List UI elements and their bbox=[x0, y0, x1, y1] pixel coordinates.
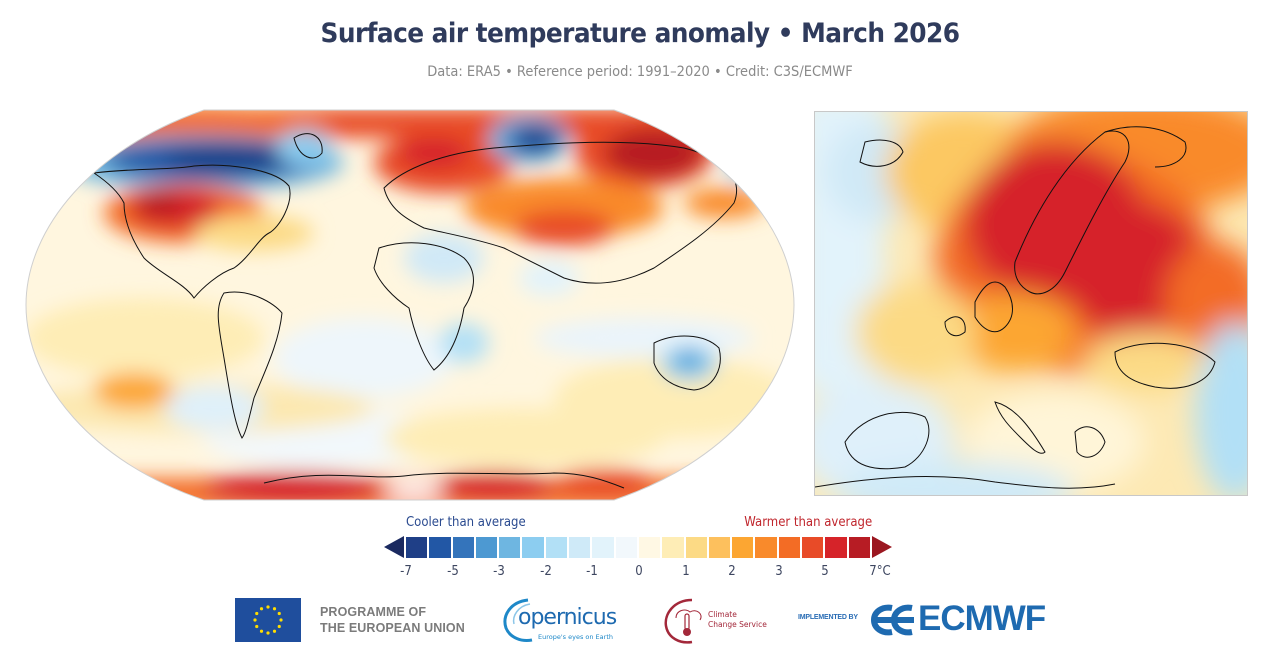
eu-programme-text: PROGRAMME OF THE EUROPEAN UNION bbox=[320, 604, 465, 636]
eu-text-line1: PROGRAMME OF bbox=[320, 605, 427, 619]
c3s-logo: Climate Change Service bbox=[662, 596, 772, 646]
eurasia-outline bbox=[383, 141, 737, 284]
legend-swatch bbox=[545, 536, 568, 558]
legend-swatch bbox=[452, 536, 474, 558]
anomaly-field bbox=[26, 110, 794, 500]
legend-swatch bbox=[662, 536, 684, 558]
eu-star-icon bbox=[277, 611, 281, 616]
legend-tick-label: 3 bbox=[775, 564, 783, 579]
legend-swatch bbox=[685, 536, 707, 558]
eu-star-icon bbox=[277, 624, 281, 629]
legend-cooler-label: Cooler than average bbox=[406, 515, 526, 530]
legend-arrow-left-icon bbox=[384, 536, 404, 558]
legend-swatch bbox=[475, 536, 498, 558]
world-map bbox=[24, 108, 796, 502]
legend-tick-label: -7 bbox=[400, 564, 412, 579]
eu-star-icon bbox=[266, 631, 270, 635]
north-america-outline bbox=[92, 164, 291, 299]
north-africa-outline bbox=[815, 476, 1116, 489]
legend-arrow-right-icon bbox=[871, 536, 892, 558]
legend-tick-label: 1 bbox=[681, 564, 690, 579]
logo-bar: PROGRAMME OF THE EUROPEAN UNION opernicu… bbox=[0, 594, 1280, 650]
ecmwf-waves-icon bbox=[870, 604, 914, 636]
legend-swatch bbox=[732, 536, 754, 558]
black-sea-outline bbox=[1114, 342, 1216, 389]
map-border bbox=[25, 109, 795, 501]
antarctica-outline bbox=[263, 472, 625, 489]
eu-star-icon bbox=[266, 605, 270, 609]
legend-warmer-label: Warmer than average bbox=[744, 515, 872, 530]
legend-colorbar bbox=[384, 536, 896, 558]
legend-tick-label: -1 bbox=[586, 564, 599, 579]
legend-swatch bbox=[592, 536, 614, 558]
c3s-text-line2: Change Service bbox=[708, 620, 767, 629]
legend-swatch bbox=[825, 536, 847, 558]
eu-star-icon bbox=[253, 618, 257, 622]
eu-star-icon bbox=[255, 624, 259, 629]
britain-outline bbox=[974, 281, 1013, 333]
legend-tick-label: 0 bbox=[635, 564, 643, 579]
copernicus-tagline: Europe's eyes on Earth bbox=[538, 633, 613, 641]
greenland-outline bbox=[293, 133, 323, 159]
australia-outline bbox=[653, 335, 721, 391]
legend-swatch bbox=[615, 536, 637, 558]
eu-flag-icon bbox=[235, 598, 301, 642]
legend-swatch bbox=[755, 536, 777, 558]
page-subtitle: Data: ERA5 • Reference period: 1991–2020… bbox=[427, 64, 853, 80]
color-legend: Cooler than average Warmer than average … bbox=[384, 512, 896, 582]
legend-tick-label: -5 bbox=[446, 564, 459, 579]
legend-swatch bbox=[499, 536, 521, 558]
c3s-thermometer-icon bbox=[664, 598, 702, 644]
c3s-text: Climate Change Service bbox=[708, 610, 767, 630]
europe-anomaly-field bbox=[815, 112, 1247, 495]
legend-swatch bbox=[848, 536, 870, 558]
ireland-outline bbox=[944, 316, 966, 337]
eu-star-icon bbox=[272, 629, 277, 633]
legend-tick-label: 7°C bbox=[869, 564, 891, 579]
europe-coastlines bbox=[815, 126, 1216, 489]
legend-tick-label: 2 bbox=[728, 564, 736, 579]
eu-star-icon bbox=[259, 629, 264, 633]
legend-swatch bbox=[802, 536, 824, 558]
scandinavia-outline bbox=[1014, 130, 1130, 295]
eu-star-icon bbox=[255, 611, 259, 616]
copernicus-swoosh-icon bbox=[503, 598, 533, 642]
page-title: Surface air temperature anomaly • March … bbox=[320, 18, 960, 49]
europe-map bbox=[814, 111, 1248, 496]
legend-tick-label: -3 bbox=[493, 564, 506, 579]
legend-tick-label: -2 bbox=[539, 564, 552, 579]
ecmwf-logo: ECMWF bbox=[870, 599, 1050, 638]
c3s-text-line1: Climate bbox=[708, 610, 737, 619]
eu-star-icon bbox=[279, 618, 283, 622]
copernicus-logo: opernicus Europe's eyes on Earth bbox=[500, 594, 630, 646]
eu-star-icon bbox=[259, 607, 264, 611]
legend-swatch bbox=[406, 536, 428, 558]
legend-ticks: -7 -5 -3 -2 -1 0 1 2 3 5 7°C bbox=[384, 564, 896, 582]
africa-outline bbox=[373, 242, 474, 371]
kola-outline bbox=[1104, 126, 1187, 168]
italy-outline bbox=[994, 401, 1046, 454]
ecmwf-wordmark: ECMWF bbox=[918, 599, 1046, 638]
legend-swatch bbox=[638, 536, 661, 558]
iberia-outline bbox=[844, 411, 930, 470]
europe-map-svg bbox=[815, 112, 1247, 495]
world-map-svg bbox=[25, 109, 795, 501]
coastlines bbox=[92, 133, 737, 489]
legend-swatch bbox=[708, 536, 731, 558]
legend-swatch bbox=[569, 536, 591, 558]
legend-tick-label: 5 bbox=[821, 564, 830, 579]
greece-outline bbox=[1074, 426, 1106, 458]
eu-text-line2: THE EUROPEAN UNION bbox=[320, 621, 465, 635]
legend-swatches bbox=[406, 536, 870, 558]
eu-star-icon bbox=[272, 607, 277, 611]
copernicus-wordmark: opernicus bbox=[518, 605, 617, 630]
iceland-outline bbox=[859, 139, 904, 167]
legend-swatch bbox=[778, 536, 801, 558]
south-america-outline bbox=[217, 291, 283, 439]
eu-stars-icon bbox=[253, 605, 283, 635]
legend-swatch bbox=[429, 536, 451, 558]
implemented-by-text: IMPLEMENTED BY bbox=[798, 614, 858, 621]
legend-swatch bbox=[522, 536, 544, 558]
